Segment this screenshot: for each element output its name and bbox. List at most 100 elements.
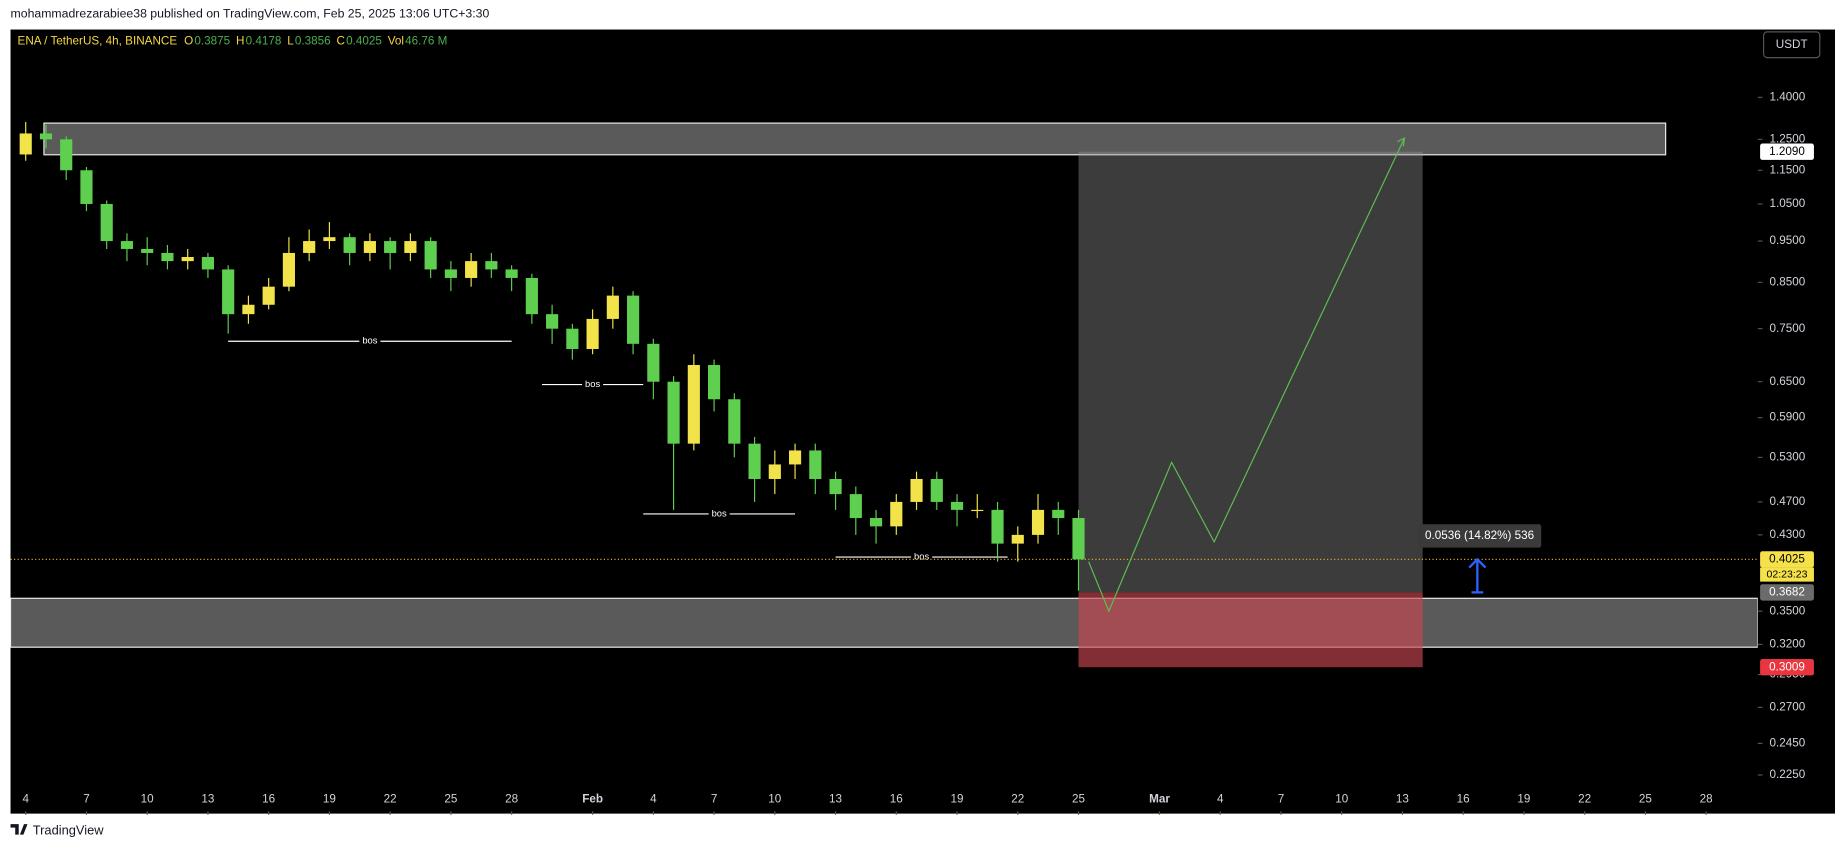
legend-value: 0.4025	[346, 34, 382, 47]
candle-body	[505, 269, 518, 278]
candle	[60, 136, 73, 181]
x-tick-label: 10	[1335, 793, 1349, 806]
candle	[728, 393, 741, 458]
target-price-badge-bg	[1760, 143, 1814, 160]
currency-button-frame[interactable]	[1763, 31, 1821, 59]
candle-body	[363, 241, 376, 253]
candle	[222, 265, 235, 334]
candle	[424, 237, 437, 278]
candle	[829, 471, 842, 510]
stop-price-badge-bg	[1760, 659, 1814, 676]
candle	[262, 277, 275, 310]
candle	[343, 233, 356, 266]
x-tick-label: 19	[323, 793, 336, 806]
candle	[809, 443, 822, 495]
candle-body	[869, 518, 883, 527]
x-tick-label: 4	[650, 793, 657, 806]
entry-price-badge: 0.3682	[1769, 585, 1805, 598]
candle-body	[950, 501, 964, 510]
candle-body	[566, 328, 579, 350]
bos-label: bos	[712, 508, 727, 518]
y-tick-label: 1.2500	[1769, 132, 1805, 145]
legend-value: 0.4178	[246, 34, 282, 47]
candle-body	[485, 261, 498, 270]
bos-label-bg	[582, 378, 604, 391]
countdown: 02:23:23	[1767, 568, 1808, 580]
x-tick-label: 13	[829, 793, 842, 806]
candle	[525, 273, 538, 324]
candle-body	[829, 478, 842, 495]
legend-key: H	[236, 34, 244, 47]
candle	[708, 359, 721, 412]
currency-label[interactable]: USDT	[1776, 38, 1808, 51]
x-tick-label: 13	[1396, 793, 1409, 806]
candle	[890, 494, 903, 535]
candle-body	[809, 450, 822, 479]
zone	[10, 597, 1758, 648]
bos-label: bos	[585, 379, 600, 389]
candle	[19, 121, 32, 161]
candle-body	[1072, 518, 1085, 560]
footer-brand: TradingView	[33, 823, 104, 838]
legend-key: Vol	[388, 34, 404, 47]
bos-label-bg	[911, 551, 933, 563]
candle-body	[444, 269, 457, 278]
candle-body	[303, 241, 316, 253]
legend-value: 46.76 M	[405, 34, 447, 47]
candle-body	[606, 295, 619, 319]
candle	[485, 252, 498, 278]
candle	[910, 471, 923, 510]
currency-button[interactable]: USDT	[1763, 31, 1821, 59]
candle	[384, 237, 397, 270]
candle	[606, 286, 619, 329]
target-price-badge: 1.2090	[1769, 145, 1805, 158]
legend-key: O	[184, 34, 193, 47]
candle	[323, 222, 336, 249]
zone	[43, 122, 1667, 156]
candle	[505, 265, 518, 292]
candle-body	[930, 478, 943, 502]
x-tick-label: 28	[1700, 793, 1713, 806]
stop-price-badge: 0.3009	[1769, 660, 1805, 673]
x-tick-label: 10	[141, 793, 155, 806]
candle-body	[728, 399, 741, 444]
x-tick-label: 16	[262, 793, 275, 806]
footer-logo	[10, 824, 28, 835]
candle-body	[39, 133, 53, 140]
candle	[1011, 526, 1024, 562]
x-tick-label: 13	[201, 793, 214, 806]
candle-body	[546, 314, 559, 329]
candle	[566, 323, 579, 360]
candle-body	[849, 494, 862, 519]
y-tick-label: 1.4000	[1769, 90, 1805, 103]
legend-key: C	[337, 34, 345, 47]
y-tick-label: 0.2450	[1769, 736, 1805, 749]
candle	[100, 200, 113, 249]
candle-body	[1031, 509, 1045, 535]
y-tick-label: 0.4300	[1769, 528, 1805, 541]
candle-body	[343, 237, 356, 253]
candle-body	[201, 257, 215, 270]
candle	[242, 295, 255, 324]
candle	[181, 248, 194, 270]
candle-body	[19, 133, 32, 155]
position-loss	[1078, 592, 1423, 668]
candle	[201, 252, 215, 278]
candle-body	[222, 269, 235, 315]
y-tick-label: 0.7500	[1769, 322, 1805, 335]
x-tick-label: 7	[83, 793, 90, 806]
y-tick-label: 0.6500	[1769, 375, 1805, 388]
candle	[627, 291, 640, 355]
candle-body	[181, 257, 194, 262]
candle	[869, 509, 883, 544]
candle-body	[60, 139, 73, 171]
candle	[546, 304, 559, 344]
candle-body	[768, 464, 781, 479]
y-tick-label: 0.2700	[1769, 700, 1805, 713]
publish-header: mohammadrezarabiee38 published on Tradin…	[11, 7, 490, 21]
candle-body	[525, 277, 538, 315]
arrow-head	[1468, 557, 1487, 569]
legend-key: L	[287, 34, 294, 47]
